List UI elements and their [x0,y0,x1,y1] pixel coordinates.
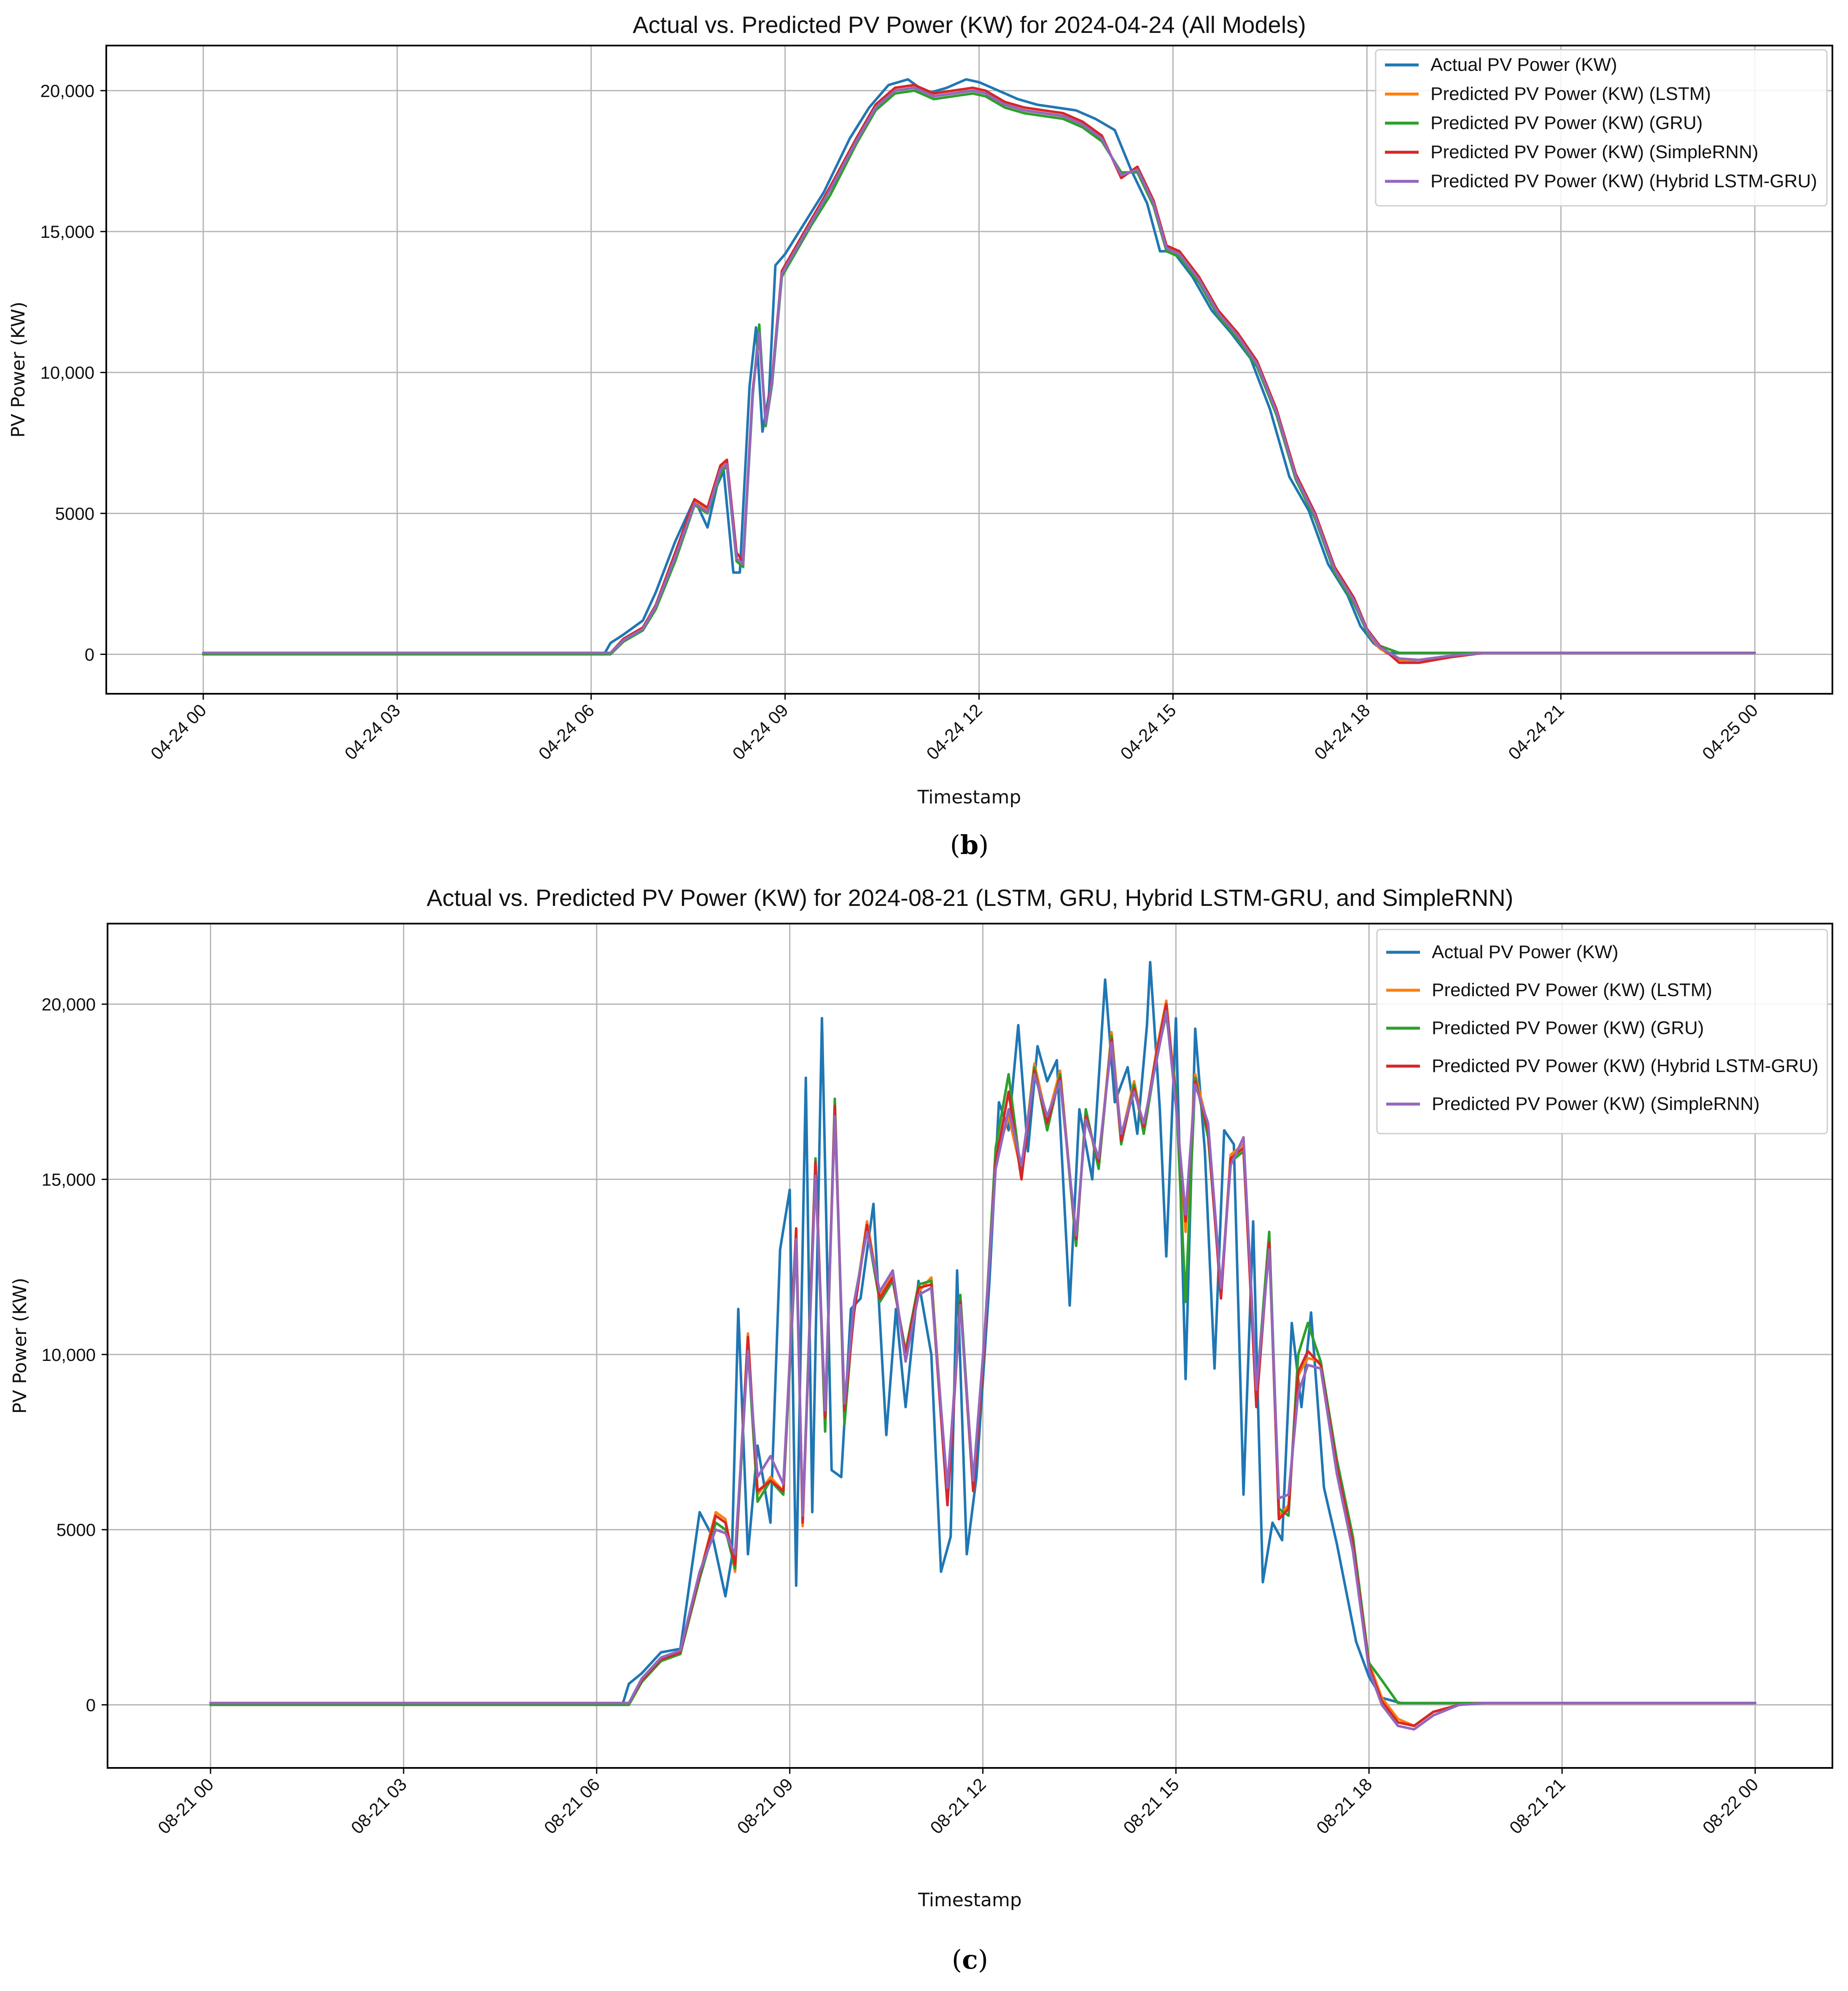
y-tick-label: 20,000 [42,994,96,1014]
chart-title: Actual vs. Predicted PV Power (KW) for 2… [427,884,1514,911]
chart-title: Actual vs. Predicted PV Power (KW) for 2… [633,11,1306,38]
legend: Actual PV Power (KW) Predicted PV Power (… [1375,49,1828,207]
panel-label: (c) [952,1944,988,1975]
x-axis-label: Timestamp [918,1889,1022,1911]
y-tick-label: 0 [85,644,94,664]
series-line-4 [209,1003,1756,1727]
series-lines [209,961,1756,1731]
y-tick-label: 5000 [55,504,94,523]
plot-frame [105,45,1833,695]
series-line-5 [209,1010,1756,1731]
legend-entry: Predicted PV Power (KW) (Hybrid LSTM-GRU… [1432,1056,1818,1076]
legend-entry: Predicted PV Power (KW) (LSTM) [1432,980,1712,1000]
legend-entry: Predicted PV Power (KW) (Hybrid LSTM-GRU… [1430,171,1817,191]
y-tick-label: 5000 [57,1520,96,1540]
x-axis-label: Timestamp [917,787,1021,808]
legend-entry: Actual PV Power (KW) [1430,54,1617,75]
y-tick-label: 20,000 [40,81,94,101]
legend-entry: Actual PV Power (KW) [1432,942,1619,962]
series-lines [202,78,1756,664]
y-tick-label: 15,000 [42,1169,96,1189]
y-tick-label: 15,000 [40,222,94,242]
y-axis-label: PV Power (KW) [8,302,29,438]
series-line-1 [202,78,1756,656]
y-tick-label: 0 [86,1695,96,1715]
legend-entry: Predicted PV Power (KW) (SimpleRNN) [1432,1094,1760,1114]
series-line-1 [209,961,1756,1706]
plot-frame [107,923,1833,1769]
y-tick-label: 10,000 [40,363,94,383]
y-tick-label: 10,000 [42,1345,96,1365]
panel-label: (b) [950,830,989,860]
y-axis-label: PV Power (KW) [9,1278,31,1414]
legend-entry: Predicted PV Power (KW) (GRU) [1432,1018,1704,1038]
legend-box [1375,49,1828,207]
series-line-5 [202,86,1756,661]
legend-entry: Predicted PV Power (KW) (GRU) [1430,113,1703,133]
legend-entry: Predicted PV Power (KW) (SimpleRNN) [1430,142,1759,162]
legend-entry: Predicted PV Power (KW) (LSTM) [1430,84,1711,104]
legend-box [1376,929,1828,1134]
legend: Actual PV Power (KW) Predicted PV Power (… [1376,929,1828,1134]
